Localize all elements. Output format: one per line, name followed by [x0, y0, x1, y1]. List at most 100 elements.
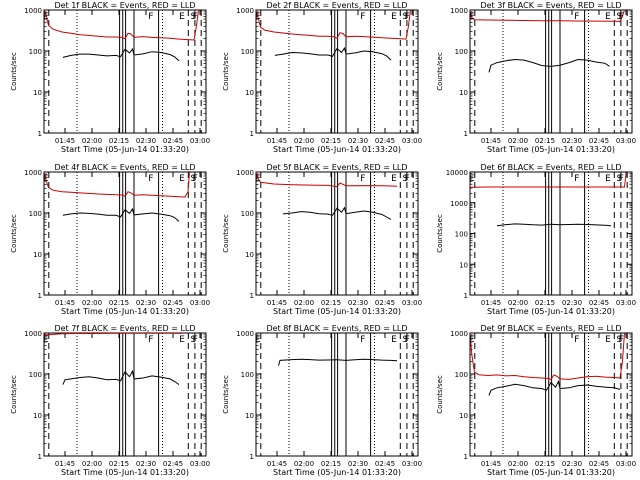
y-tick-label: 100: [241, 48, 254, 56]
marker-label: E: [179, 174, 185, 184]
panel-det-9: Det 9f BLACK = Events, RED = LLD 1 10 100 10…: [436, 324, 636, 477]
x-tick-label: 02:00: [294, 460, 314, 468]
x-tick-label: 02:30: [348, 137, 368, 145]
marker-label: F: [619, 174, 624, 184]
x-tick-label: 02:15: [321, 137, 341, 145]
marker-label: S: [191, 174, 197, 184]
y-tick-label: 1000: [236, 7, 254, 15]
x-tick-label: 02:30: [562, 137, 582, 145]
x-tick-label: 02:30: [348, 460, 368, 468]
panel-title: Det 5f BLACK = Events, RED = LLD: [266, 163, 407, 172]
y-tick-label: 1: [464, 130, 468, 138]
plot-frame: [255, 171, 419, 296]
x-axis-label: Start Time (05-Jun-14 01:33:20): [61, 307, 189, 316]
marker-label: F: [360, 335, 365, 345]
lld-series-line: [44, 333, 183, 336]
panel-title: Det 2f BLACK = Events, RED = LLD: [266, 1, 407, 10]
x-tick-label: 02:30: [562, 460, 582, 468]
x-tick-label: 02:45: [589, 299, 609, 307]
x-axis-label: Start Time (05-Jun-14 01:33:20): [273, 307, 401, 316]
x-tick-label: 01:45: [55, 460, 75, 468]
x-tick-label: 01:45: [267, 299, 287, 307]
marker-label: F: [619, 12, 624, 22]
plot-area: [44, 333, 202, 456]
marker-label: F: [148, 174, 153, 184]
plot-frame: [43, 332, 207, 457]
marker-label: E: [43, 12, 49, 22]
panel-det-7: Det 7f BLACK = Events, RED = LLD 1 10 100 10…: [10, 324, 210, 477]
marker-label: E: [605, 174, 611, 184]
lld-series-line: [44, 10, 199, 41]
x-tick-label: 02:45: [589, 460, 609, 468]
x-tick-label: 02:15: [535, 299, 555, 307]
plot-area: [256, 172, 414, 295]
marker-label: F: [193, 12, 198, 22]
marker-label: E: [179, 335, 185, 345]
y-tick-label: 100: [241, 371, 254, 379]
x-tick-label: 02:00: [82, 137, 102, 145]
x-tick-label: 01:45: [267, 137, 287, 145]
events-series-line: [496, 223, 612, 227]
y-tick-label: 10000: [446, 169, 468, 177]
marker-label: S: [191, 12, 197, 22]
x-tick-label: 03:00: [616, 299, 636, 307]
x-tick-label: 03:00: [616, 137, 636, 145]
marker-label: E: [469, 174, 475, 184]
panel-det-3: Det 3f BLACK = Events, RED = LLD 1 10 100 10…: [436, 1, 636, 154]
plot-area: [44, 172, 202, 295]
marker-label: E: [469, 335, 475, 345]
y-axis-label: Counts/sec: [222, 52, 230, 91]
x-axis-label: Start Time (05-Jun-14 01:33:20): [487, 307, 615, 316]
lld-series-line: [44, 172, 190, 198]
plot-frame: [469, 171, 633, 296]
y-tick-label: 1000: [24, 169, 42, 177]
x-tick-label: 02:15: [109, 460, 129, 468]
y-tick-label: 10: [33, 89, 42, 97]
x-tick-label: 02:45: [589, 137, 609, 145]
x-tick-label: 02:00: [508, 137, 528, 145]
marker-label: E: [43, 174, 49, 184]
y-tick-label: 1000: [236, 330, 254, 338]
x-tick-label: 02:15: [109, 299, 129, 307]
y-tick-label: 1000: [450, 200, 468, 208]
x-tick-label: 03:00: [402, 137, 422, 145]
x-tick-label: 02:30: [136, 460, 156, 468]
x-tick-label: 01:45: [481, 460, 501, 468]
x-tick-label: 02:00: [294, 137, 314, 145]
y-tick-label: 1: [250, 453, 254, 461]
plot-frame: [255, 9, 419, 134]
marker-label: E: [469, 12, 475, 22]
x-tick-label: 02:30: [348, 299, 368, 307]
x-axis-label: Start Time (05-Jun-14 01:33:20): [487, 145, 615, 154]
x-tick-label: 02:30: [136, 137, 156, 145]
y-axis-label: Counts/sec: [222, 375, 230, 414]
x-tick-label: 03:00: [616, 460, 636, 468]
x-axis-label: Start Time (05-Jun-14 01:33:20): [273, 468, 401, 477]
marker-label: E: [179, 12, 185, 22]
x-tick-label: 02:00: [508, 299, 528, 307]
x-tick-label: 02:00: [82, 299, 102, 307]
y-tick-label: 10: [245, 89, 254, 97]
plot-area: [256, 10, 414, 133]
marker-label: E: [255, 174, 261, 184]
panel-det-2: Det 2f BLACK = Events, RED = LLD 1 10 100 10…: [222, 1, 422, 154]
y-tick-label: 10: [33, 412, 42, 420]
lld-series-line: [470, 173, 627, 188]
x-tick-label: 01:45: [55, 137, 75, 145]
marker-label: E: [391, 335, 397, 345]
plot-area: [260, 333, 414, 456]
plot-frame: [43, 171, 207, 296]
plot-area: [470, 333, 628, 456]
marker-label: F: [405, 174, 410, 184]
marker-label: E: [605, 335, 611, 345]
panel-title: Det 6f BLACK = Events, RED = LLD: [480, 163, 621, 172]
panel-det-6: Det 6f BLACK = Events, RED = LLD 1 10 100 10…: [436, 163, 636, 316]
events-series-line: [488, 58, 610, 73]
y-tick-label: 100: [29, 210, 42, 218]
x-tick-label: 02:45: [163, 460, 183, 468]
x-tick-label: 03:00: [402, 299, 422, 307]
events-series-line: [278, 358, 398, 366]
y-tick-label: 10: [459, 412, 468, 420]
x-tick-label: 01:45: [267, 460, 287, 468]
